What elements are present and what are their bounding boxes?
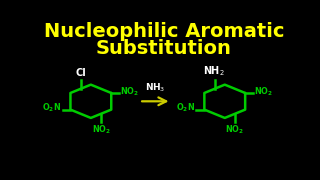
Text: $\mathdefault{NO_2}$: $\mathdefault{NO_2}$ bbox=[254, 85, 273, 98]
Text: Cl: Cl bbox=[75, 68, 86, 78]
Text: Nucleophilic Aromatic: Nucleophilic Aromatic bbox=[44, 22, 284, 42]
Text: $\mathdefault{O_2}$N: $\mathdefault{O_2}$N bbox=[43, 102, 61, 114]
Text: $\mathdefault{NO_2}$: $\mathdefault{NO_2}$ bbox=[120, 85, 139, 98]
Text: NH$_3$: NH$_3$ bbox=[145, 82, 165, 94]
Text: $\mathdefault{NO_2}$: $\mathdefault{NO_2}$ bbox=[225, 123, 244, 136]
Text: $\mathdefault{NO_2}$: $\mathdefault{NO_2}$ bbox=[92, 123, 111, 136]
Text: $\mathdefault{O_2}$N: $\mathdefault{O_2}$N bbox=[176, 102, 196, 114]
Text: Substitution: Substitution bbox=[96, 39, 232, 58]
Text: NH$_2$: NH$_2$ bbox=[203, 65, 224, 78]
